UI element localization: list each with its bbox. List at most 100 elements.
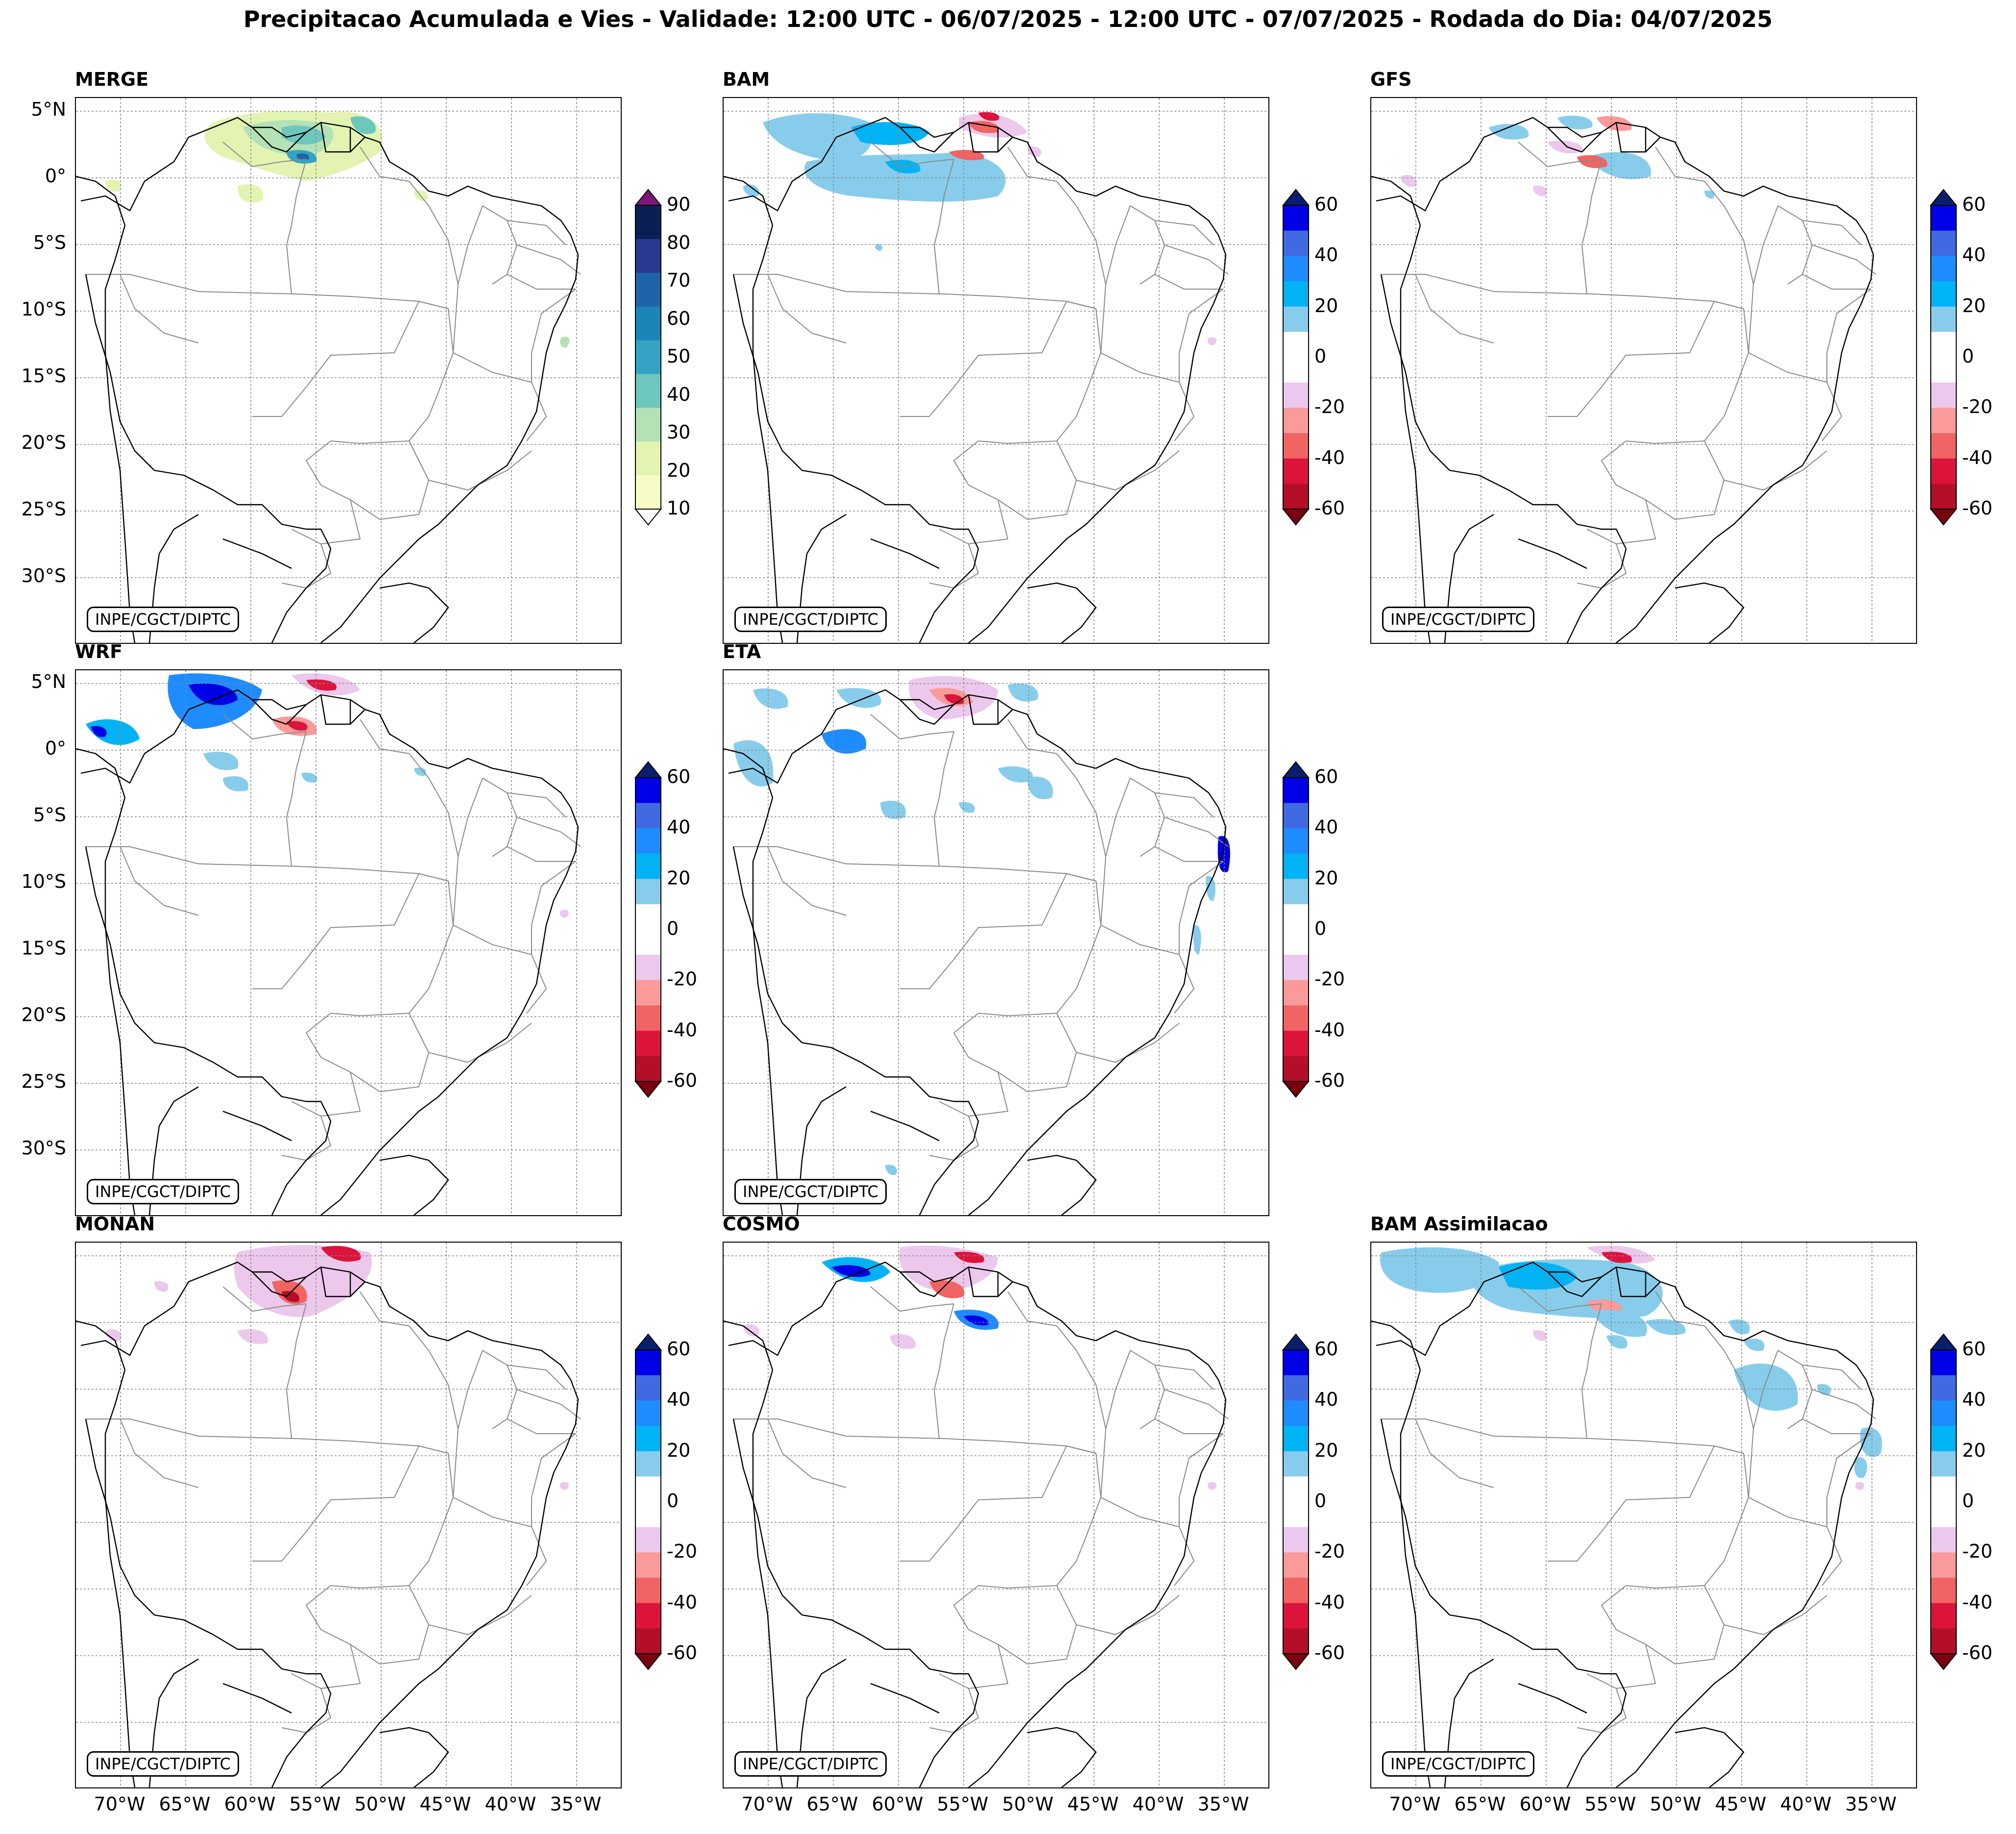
colorbar-tick-label: -40 xyxy=(1962,446,1993,468)
colorbar-tick-label: 70 xyxy=(667,269,691,291)
colorbar-tick-label: 40 xyxy=(667,1389,691,1411)
colorbar-segment xyxy=(1931,484,1956,510)
colorbar-extend-low xyxy=(1282,1081,1310,1098)
lat-tick-label: 25°S xyxy=(21,498,66,520)
colorbar-segment xyxy=(635,1426,661,1452)
colorbar-segment xyxy=(1931,1476,1956,1502)
map-bam: INPE/CGCT/DIPTC xyxy=(723,97,1269,644)
colorbar-segment xyxy=(1283,458,1309,484)
panel-title-monan: MONAN xyxy=(75,1213,155,1235)
colorbar-border xyxy=(635,1349,661,1654)
lat-tick-label: 5°S xyxy=(33,232,66,253)
colorbar-tick-label: -40 xyxy=(667,1591,698,1613)
colorbar-tick-label: 60 xyxy=(667,766,691,787)
colorbar-segment xyxy=(635,803,661,829)
colorbar-tick-label: 60 xyxy=(1962,1338,1986,1360)
colorbar-segment xyxy=(635,239,661,273)
bias-field-cosmo xyxy=(743,1246,1217,1490)
colorbar-segment xyxy=(1931,256,1956,282)
colorbar-tick-label: -20 xyxy=(667,1541,698,1563)
lon-tick-label: 50°W xyxy=(1650,1793,1701,1815)
colorbar-tick-label: -60 xyxy=(1314,497,1345,519)
map-gfs: INPE/CGCT/DIPTC xyxy=(1370,97,1917,644)
colorbar-tick-label: -60 xyxy=(667,1642,698,1663)
colorbar-tick-label: 40 xyxy=(1314,244,1338,266)
lat-tick-label: 10°S xyxy=(21,298,66,320)
colorbar-segment xyxy=(1283,1603,1309,1629)
colorbar-segment xyxy=(1283,1628,1309,1654)
colorbar-tick-label: 60 xyxy=(1314,194,1338,215)
colorbar-segment xyxy=(1283,1451,1309,1477)
colorbar-segment xyxy=(1931,1350,1956,1376)
colorbar-segment xyxy=(635,1502,661,1528)
lon-tick-label: 40°W xyxy=(1132,1793,1184,1815)
colorbar-segment xyxy=(635,1552,661,1578)
colorbar-extend-high xyxy=(634,761,662,778)
colorbar-tick-label: -20 xyxy=(1962,396,1993,418)
colorbar-segment xyxy=(1283,879,1309,905)
colorbar-precip xyxy=(634,189,662,526)
colorbar-segment xyxy=(635,1451,661,1477)
panel-title-bam: BAM xyxy=(723,69,770,90)
colorbar-segment xyxy=(1931,1527,1956,1553)
lat-tick-label: 15°S xyxy=(21,365,66,387)
colorbar-bias xyxy=(634,1333,662,1670)
panel-title-gfs: GFS xyxy=(1370,69,1412,90)
colorbar-extend-high xyxy=(1930,189,1957,206)
colorbar-bias xyxy=(1930,1333,1957,1670)
colorbar-segment xyxy=(1283,205,1309,231)
colorbar-segment xyxy=(1283,1502,1309,1528)
lon-tick-label: 70°W xyxy=(94,1793,146,1815)
map-merge: INPE/CGCT/DIPTC xyxy=(75,97,622,644)
lat-tick-label: 0° xyxy=(45,165,66,187)
colorbar-segment xyxy=(635,1030,661,1056)
colorbar-tick-label: -60 xyxy=(667,1070,698,1091)
lat-tick-label: 5°N xyxy=(31,671,66,692)
colorbar-segment xyxy=(635,1628,661,1654)
colorbar-segment xyxy=(1283,1552,1309,1578)
colorbar-segment xyxy=(635,306,661,341)
colorbar-tick-label: 0 xyxy=(1314,918,1327,939)
lon-tick-label: 60°W xyxy=(224,1793,276,1815)
colorbar-segment xyxy=(1931,1375,1956,1401)
colorbar-bias xyxy=(1282,189,1310,526)
colorbar-segment xyxy=(635,408,661,442)
colorbar-tick-label: 40 xyxy=(667,383,691,405)
colorbar-extend-low xyxy=(1930,509,1957,526)
lon-tick-label: 45°W xyxy=(419,1793,471,1815)
bias-field-monan xyxy=(105,1245,569,1490)
colorbar-segment xyxy=(1931,408,1956,434)
colorbar-segment xyxy=(635,1375,661,1401)
colorbar-tick-label: 20 xyxy=(667,1439,691,1461)
colorbar-border xyxy=(1283,1349,1309,1654)
panel-title-wrf: WRF xyxy=(75,641,123,662)
lon-tick-label: 60°W xyxy=(1519,1793,1571,1815)
colorbar-segment xyxy=(1283,408,1309,434)
colorbar-tick-label: 20 xyxy=(667,867,691,889)
colorbar-segment xyxy=(1931,205,1956,231)
colorbar-bias xyxy=(1930,189,1957,526)
colorbar-tick-label: 60 xyxy=(667,1338,691,1360)
colorbar-segment xyxy=(635,929,661,955)
lon-tick-label: 60°W xyxy=(872,1793,923,1815)
colorbar-segment xyxy=(1931,382,1956,408)
colorbar-bias xyxy=(1282,761,1310,1098)
lon-tick-label: 35°W xyxy=(550,1793,602,1815)
colorbar-segment xyxy=(1283,803,1309,829)
colorbar-segment xyxy=(1931,357,1956,383)
colorbar-tick-label: -40 xyxy=(1962,1591,1993,1613)
colorbar-segment xyxy=(1931,230,1956,256)
colorbar-segment xyxy=(1931,1426,1956,1452)
colorbar-tick-label: 30 xyxy=(667,421,691,443)
colorbar-extend-low xyxy=(1930,1653,1957,1670)
colorbar-tick-label: 20 xyxy=(1314,867,1338,889)
colorbar-segment xyxy=(1283,778,1309,804)
colorbar-segment xyxy=(635,980,661,1006)
colorbar-tick-label: 20 xyxy=(1962,1439,1986,1461)
colorbar-border xyxy=(1283,777,1309,1082)
bias-field-wrf xyxy=(86,673,569,918)
credit-badge: INPE/CGCT/DIPTC xyxy=(734,1179,887,1204)
colorbar-segment xyxy=(1283,1375,1309,1401)
map-wrf: INPE/CGCT/DIPTC xyxy=(75,669,622,1216)
colorbar-segment xyxy=(1931,332,1956,358)
